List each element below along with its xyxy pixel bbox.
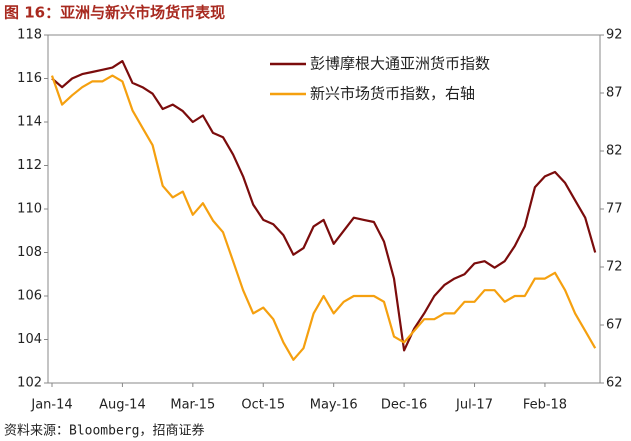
y2-tick-label: 72 (606, 260, 623, 275)
x-tick-label: Oct-15 (241, 398, 285, 413)
y-tick-label: 114 (17, 115, 42, 130)
y2-tick-label: 87 (606, 86, 623, 101)
x-tick-label: Feb-18 (523, 398, 567, 413)
y2-tick-label: 82 (606, 144, 623, 159)
series-line (51, 60, 597, 352)
y-tick-label: 104 (17, 332, 42, 347)
y-tick-label: 118 (17, 28, 42, 43)
source: 资料来源：Bloomberg，招商证券 (4, 423, 204, 439)
y2-tick-label: 67 (606, 318, 623, 333)
y-tick-label: 108 (17, 245, 42, 260)
y-tick-label: 106 (17, 289, 42, 304)
y-tick-label: 116 (17, 71, 42, 86)
x-tick-label: May-16 (310, 398, 358, 413)
series-line (50, 74, 597, 361)
x-tick-label: Jan-14 (30, 398, 72, 413)
chart-title: 图 16：亚洲与新兴市场货币表现 (4, 4, 225, 22)
legend-label: 彭博摩根大通亚洲货币指数 (310, 55, 490, 73)
x-tick-label: Jul-17 (455, 398, 493, 413)
y-tick-label: 110 (17, 202, 42, 217)
y-tick-label: 112 (17, 158, 42, 173)
y2-tick-label: 62 (606, 376, 623, 391)
y2-tick-label: 77 (606, 202, 623, 217)
y-tick-label: 102 (17, 376, 42, 391)
y2-tick-label: 92 (606, 28, 623, 43)
x-tick-label: Mar-15 (170, 398, 215, 413)
x-tick-label: Dec-16 (381, 398, 427, 413)
legend-label: 新兴市场货币指数，右轴 (310, 85, 475, 103)
x-tick-label: Aug-14 (99, 398, 146, 413)
